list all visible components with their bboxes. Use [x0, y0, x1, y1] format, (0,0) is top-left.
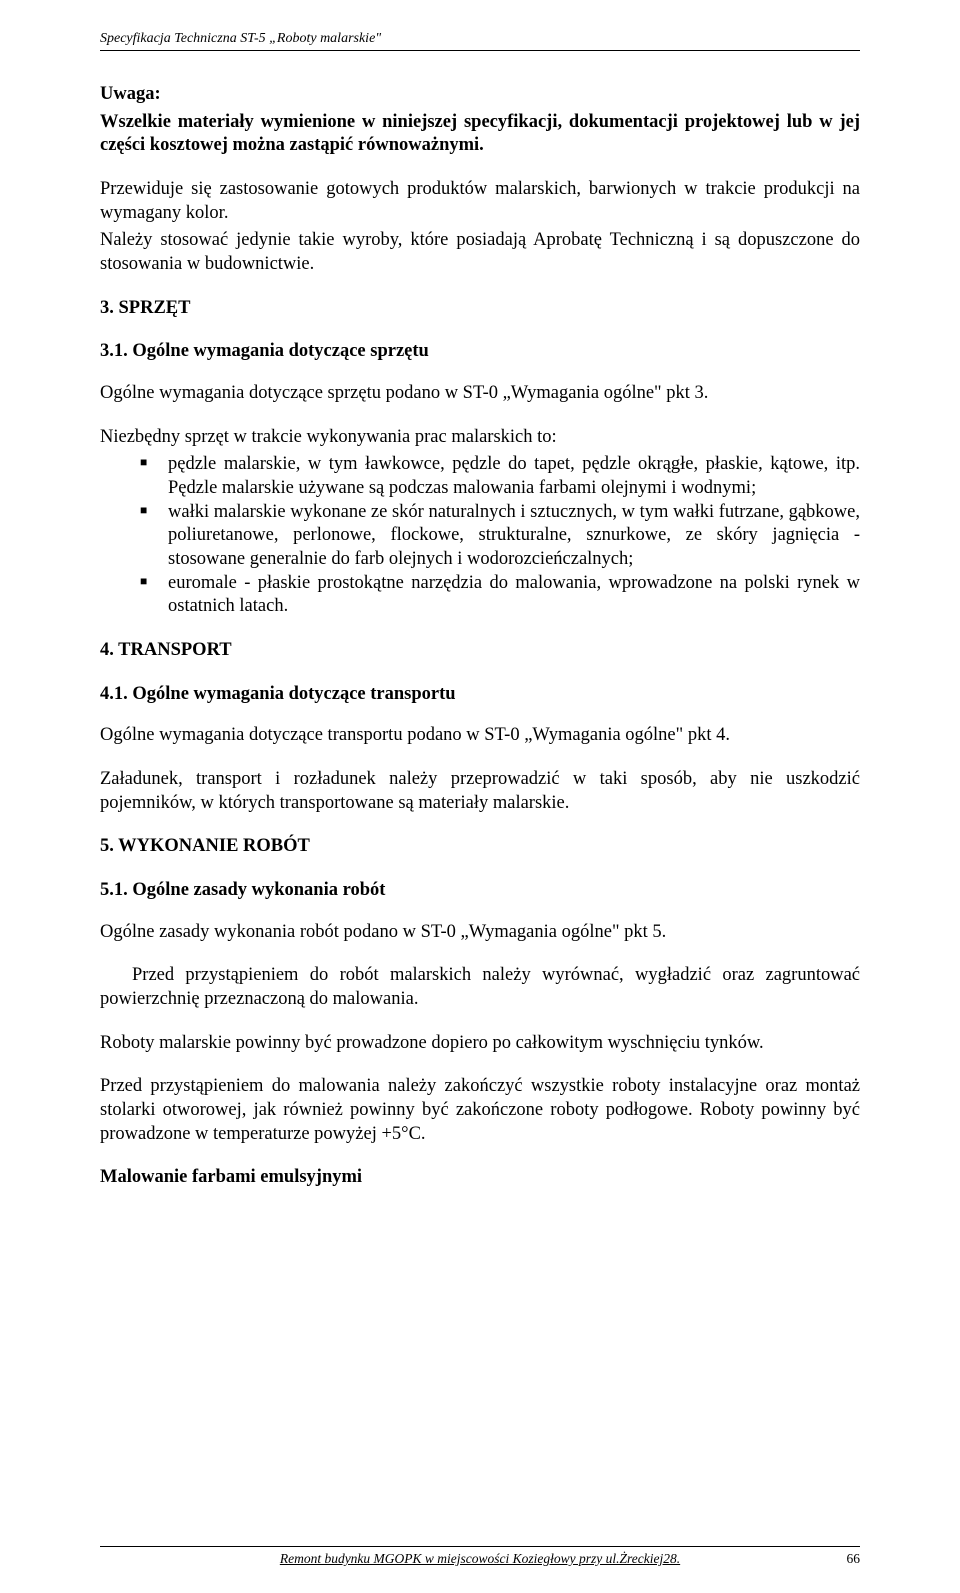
footer-text: Remont budynku MGOPK w miejscowości Kozi…: [100, 1550, 860, 1567]
section-5-1-p1: Ogólne zasady wykonania robót podano w S…: [100, 921, 860, 945]
section-5-title: 5. WYKONANIE ROBÓT: [100, 835, 860, 859]
section-4-1-p2: Załadunek, transport i rozładunek należy…: [100, 768, 860, 815]
equipment-list: pędzle malarskie, w tym ławkowce, pędzle…: [100, 453, 860, 619]
section-4-1-title: 4.1. Ogólne wymagania dotyczące transpor…: [100, 683, 860, 707]
section-3-1-intro: Niezbędny sprzęt w trakcie wykonywania p…: [100, 426, 860, 450]
section-5-1-p3: Roboty malarskie powinny być prowadzone …: [100, 1032, 860, 1056]
page-number: 66: [847, 1550, 861, 1567]
page-footer: Remont budynku MGOPK w miejscowości Kozi…: [100, 1546, 860, 1567]
running-header: Specyfikacja Techniczna ST-5 „Roboty mal…: [100, 30, 860, 51]
list-item: pędzle malarskie, w tym ławkowce, pędzle…: [140, 453, 860, 500]
painting-emulsion-title: Malowanie farbami emulsyjnymi: [100, 1166, 860, 1190]
note-label: Uwaga:: [100, 83, 860, 107]
section-3-1-p1: Ogólne wymagania dotyczące sprzętu podan…: [100, 382, 860, 406]
section-5-1-title: 5.1. Ogólne zasady wykonania robót: [100, 879, 860, 903]
section-3-title: 3. SPRZĘT: [100, 297, 860, 321]
section-3-1-title: 3.1. Ogólne wymagania dotyczące sprzętu: [100, 340, 860, 364]
section-4-title: 4. TRANSPORT: [100, 639, 860, 663]
note-paragraph-2: Przewiduje się zastosowanie gotowych pro…: [100, 178, 860, 225]
section-4-1-p1: Ogólne wymagania dotyczące transportu po…: [100, 724, 860, 748]
section-5-1-p2: Przed przystąpieniem do robót malarskich…: [100, 964, 860, 1011]
section-5-1-p4: Przed przystąpieniem do malowania należy…: [100, 1075, 860, 1146]
note-paragraph-1: Wszelkie materiały wymienione w niniejsz…: [100, 111, 860, 158]
list-item: euromale - płaskie prostokątne narzędzia…: [140, 572, 860, 619]
list-item: wałki malarskie wykonane ze skór natural…: [140, 501, 860, 572]
note-paragraph-3: Należy stosować jedynie takie wyroby, kt…: [100, 229, 860, 276]
document-page: Specyfikacja Techniczna ST-5 „Roboty mal…: [0, 0, 960, 1593]
